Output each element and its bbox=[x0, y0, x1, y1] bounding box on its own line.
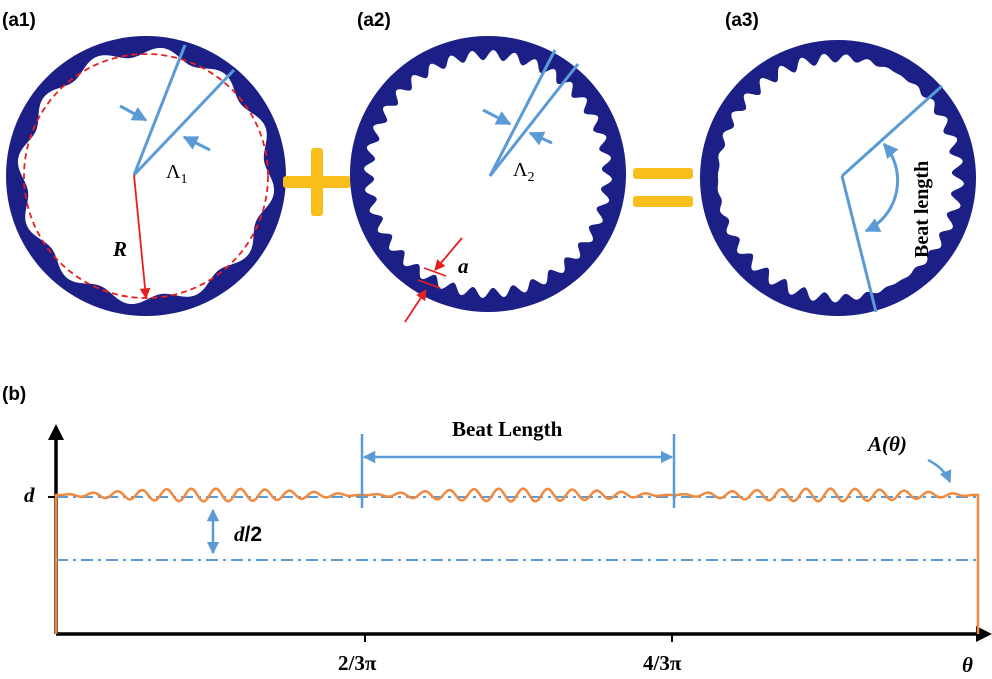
panel-a3: (a3) Beat length bbox=[700, 10, 976, 316]
x-tick-label-2: 4/3π bbox=[643, 651, 682, 675]
period-line-2 bbox=[132, 68, 236, 177]
x-tick-label-1: 2/3π bbox=[338, 651, 377, 675]
panel-b-label: (b) bbox=[2, 384, 26, 405]
amplitude-arrow-out bbox=[404, 289, 427, 323]
y-axis-arrowhead bbox=[48, 424, 64, 440]
period-arrow-left bbox=[119, 104, 148, 122]
radius-arrow bbox=[133, 174, 151, 300]
period-line-4 bbox=[488, 63, 580, 177]
panel-a1: (a1) Λ1 R bbox=[2, 10, 286, 316]
period-line-3 bbox=[488, 49, 557, 177]
panel-b: (b) d 2/3π 4/3π θ d/2 Beat Length A(θ) bbox=[2, 384, 992, 677]
amplitude-tick-2 bbox=[417, 279, 441, 289]
ring-a1-wavy-inner bbox=[17, 47, 275, 305]
curve-label: A(θ) bbox=[866, 432, 907, 456]
amplitude-arrow-in bbox=[434, 237, 463, 271]
x-axis-arrowhead bbox=[976, 626, 992, 642]
amplitude-label: a bbox=[458, 254, 469, 278]
period-label-a1: Λ1 bbox=[166, 161, 188, 187]
amplitude-curve bbox=[54, 487, 980, 634]
amplitude-tick-1 bbox=[423, 267, 447, 277]
d-label: d bbox=[24, 483, 35, 507]
x-axis-label: θ bbox=[962, 653, 973, 677]
beat-length-label-vertical: Beat length bbox=[911, 161, 933, 258]
radius-label: R bbox=[112, 237, 127, 261]
plus-operator bbox=[283, 148, 351, 216]
period-arrow-left-2 bbox=[482, 108, 512, 126]
period-arrow-right-2 bbox=[528, 131, 553, 146]
half-label: d/2 bbox=[234, 522, 262, 546]
beat-length-label: Beat Length bbox=[452, 417, 563, 441]
ring-a3-beat-inner bbox=[717, 53, 964, 303]
equals-operator bbox=[633, 168, 693, 207]
panel-a2-label: (a2) bbox=[357, 10, 391, 31]
period-arrow-right bbox=[182, 135, 211, 152]
period-label-a2: Λ2 bbox=[513, 159, 535, 185]
panel-a1-label: (a1) bbox=[2, 10, 36, 31]
beat-line-2 bbox=[840, 175, 878, 313]
ring-a2-wavy-inner bbox=[364, 50, 612, 298]
panel-a2: (a2) Λ2 a bbox=[350, 10, 626, 323]
panel-a3-label: (a3) bbox=[725, 10, 759, 31]
beat-line-1 bbox=[840, 84, 944, 178]
period-line-1 bbox=[132, 44, 187, 176]
curve-label-arrow bbox=[927, 458, 952, 484]
beat-angle-arc bbox=[864, 142, 900, 233]
